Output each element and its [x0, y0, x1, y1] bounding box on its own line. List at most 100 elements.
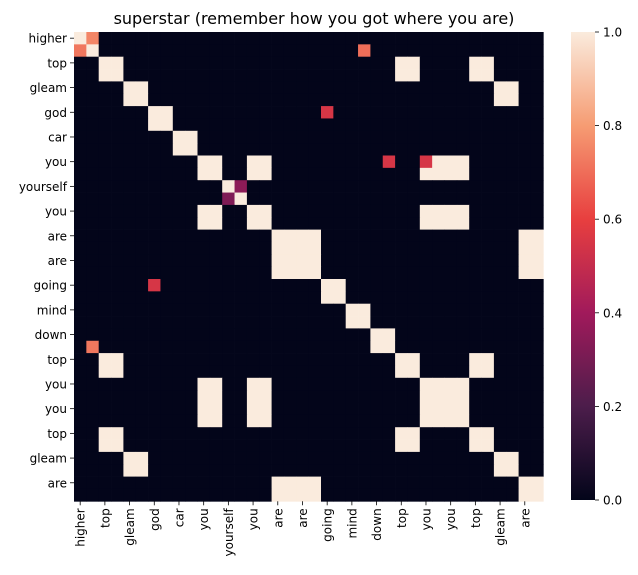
- heatmap-cell: [172, 192, 186, 206]
- heatmap-cell: [74, 303, 87, 317]
- heatmap-cell: [308, 241, 322, 255]
- heatmap-cell: [234, 241, 248, 255]
- heatmap-cell: [197, 464, 211, 477]
- heatmap-cell: [259, 353, 272, 366]
- heatmap-cell: [98, 93, 112, 107]
- heatmap-cell: [74, 439, 87, 453]
- heatmap-cell: [432, 488, 445, 502]
- heatmap-cell: [493, 377, 507, 391]
- heatmap-cell: [518, 291, 532, 305]
- heatmap-cell: [321, 204, 334, 218]
- heatmap-cell: [321, 451, 334, 465]
- heatmap-cell: [259, 217, 272, 230]
- heatmap-cell: [370, 390, 384, 403]
- heatmap-cell: [197, 204, 211, 218]
- heatmap-cell: [395, 93, 408, 107]
- heatmap-cell: [160, 303, 174, 317]
- heatmap-cell: [135, 81, 149, 95]
- heatmap-cell: [333, 266, 347, 280]
- heatmap-cell: [382, 340, 396, 354]
- heatmap-cell: [98, 353, 112, 366]
- heatmap-cell: [209, 266, 223, 280]
- heatmap-cell: [123, 254, 137, 267]
- heatmap-cell: [86, 130, 100, 144]
- heatmap-cell: [160, 402, 174, 416]
- heatmap-cell: [444, 32, 458, 45]
- heatmap-cell: [432, 56, 445, 70]
- heatmap-cell: [518, 143, 532, 156]
- heatmap-cell: [382, 476, 396, 490]
- heatmap-cell: [160, 439, 174, 453]
- heatmap-cell: [469, 427, 482, 440]
- heatmap-cell: [98, 192, 112, 206]
- heatmap-cell: [98, 167, 112, 181]
- heatmap-cell: [345, 229, 359, 243]
- heatmap-cell: [432, 155, 445, 169]
- heatmap-cell: [111, 32, 124, 45]
- heatmap-cell: [160, 143, 174, 156]
- heatmap-cell: [172, 476, 186, 490]
- heatmap-cell: [308, 143, 322, 156]
- heatmap-cell: [469, 81, 482, 95]
- chart-title: superstar (remember how you got where yo…: [114, 9, 515, 28]
- heatmap-cell: [444, 340, 458, 354]
- heatmap-cell: [321, 69, 334, 82]
- heatmap-cell: [271, 488, 285, 502]
- colorbar-tick-label: 1.0: [603, 26, 622, 40]
- heatmap-cell: [74, 143, 87, 156]
- heatmap-cell: [259, 427, 272, 440]
- heatmap-cell: [407, 451, 421, 465]
- heatmap-cell: [172, 402, 186, 416]
- heatmap-cell: [370, 340, 384, 354]
- heatmap-cell: [296, 414, 309, 428]
- heatmap-cell: [469, 439, 482, 453]
- heatmap-cell: [481, 353, 495, 366]
- heatmap-cell: [111, 155, 124, 169]
- heatmap-cell: [333, 488, 347, 502]
- heatmap-cell: [160, 390, 174, 403]
- heatmap-cell: [382, 439, 396, 453]
- heatmap-cell: [86, 204, 100, 218]
- heatmap-cell: [395, 130, 408, 144]
- heatmap-cell: [234, 217, 248, 230]
- heatmap-cell: [456, 167, 470, 181]
- heatmap-cell: [419, 93, 433, 107]
- heatmap-cell: [222, 192, 235, 206]
- heatmap-cell: [345, 390, 359, 403]
- heatmap-cell: [123, 56, 137, 70]
- heatmap-cell: [395, 106, 408, 119]
- y-tick-label: you: [45, 155, 67, 169]
- heatmap-cell: [407, 167, 421, 181]
- heatmap-cell: [493, 402, 507, 416]
- heatmap-cell: [234, 254, 248, 267]
- heatmap-cell: [444, 279, 458, 292]
- heatmap-cell: [419, 81, 433, 95]
- heatmap-cell: [308, 414, 322, 428]
- heatmap-cell: [271, 44, 285, 58]
- x-tick-label: god: [148, 508, 162, 531]
- heatmap-cell: [98, 118, 112, 132]
- heatmap-cell: [530, 241, 544, 255]
- heatmap-cell: [395, 167, 408, 181]
- heatmap-cell: [123, 427, 137, 440]
- heatmap-cell: [234, 328, 248, 342]
- heatmap-cell: [74, 377, 87, 391]
- x-tick-label: top: [98, 508, 112, 528]
- heatmap-cell: [185, 106, 198, 119]
- heatmap-cell: [382, 155, 396, 169]
- heatmap-cell: [395, 192, 408, 206]
- heatmap-cell: [86, 241, 100, 255]
- heatmap-cell: [135, 402, 149, 416]
- heatmap-cell: [358, 44, 371, 58]
- heatmap-cell: [111, 93, 124, 107]
- heatmap-cell: [530, 130, 544, 144]
- heatmap-cell: [506, 365, 519, 379]
- heatmap-cell: [185, 414, 198, 428]
- heatmap-cell: [518, 402, 532, 416]
- heatmap-cell: [172, 439, 186, 453]
- heatmap-cell: [493, 488, 507, 502]
- heatmap-cell: [321, 118, 334, 132]
- heatmap-cell: [74, 266, 87, 280]
- heatmap-cell: [209, 118, 223, 132]
